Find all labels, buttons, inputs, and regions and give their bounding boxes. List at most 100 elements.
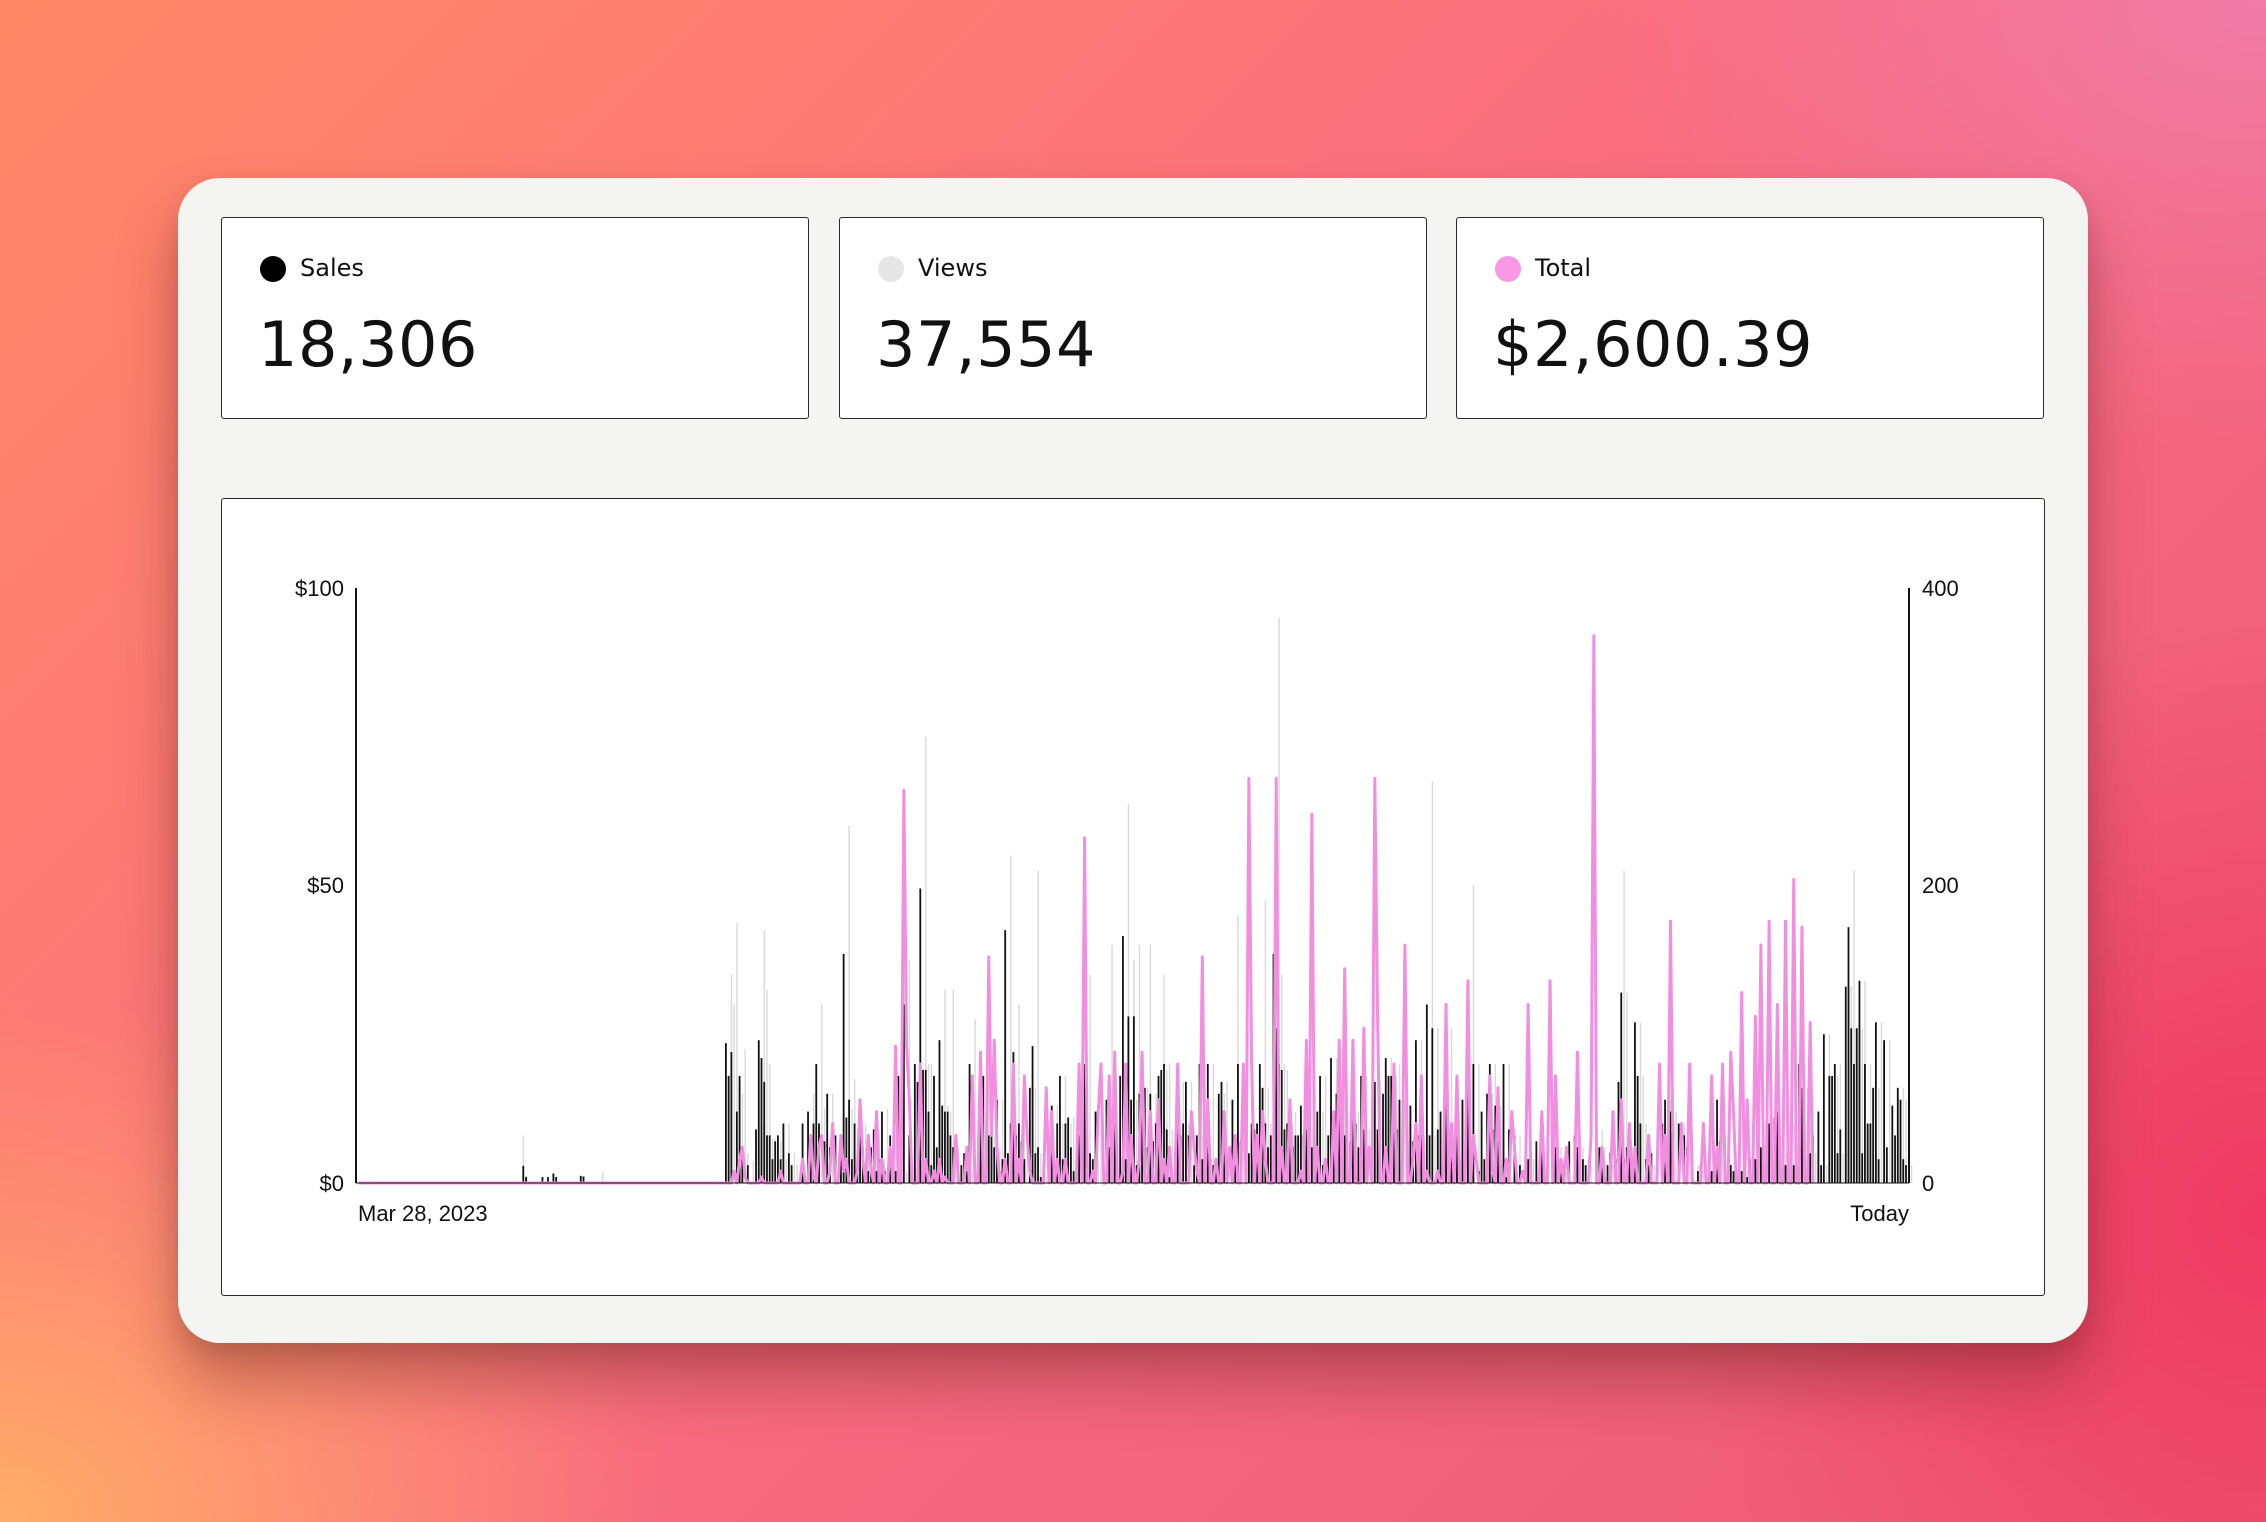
views-bar [1878,1087,1880,1183]
sales-bar [859,1123,861,1183]
views-bar [1040,1153,1042,1183]
sales-bar [1894,1135,1896,1183]
sales-bar [1628,1135,1631,1183]
sales-bar [946,1111,949,1183]
views-bar [1001,1099,1004,1183]
views-bar [1136,1099,1138,1183]
sales-bar [1883,1040,1885,1183]
views-bar [1639,1022,1642,1183]
sales-bar [1269,1135,1272,1183]
sales-bar [555,1177,558,1183]
sales-bar [965,1171,968,1183]
sales-bar [1294,1135,1297,1183]
views-bar [821,1004,823,1183]
views-bar [1902,1087,1905,1183]
views-bar [1910,1165,1913,1183]
sales-bar [1078,1135,1081,1183]
sales-value: 18,306 [258,308,478,381]
views-bar [1626,992,1628,1183]
views-bar [796,1165,798,1183]
sales-bar [1267,1147,1269,1183]
views-bar [1431,781,1434,1184]
sales-bar [1193,1165,1196,1183]
sales-bar [990,1111,993,1183]
sales-bar [1028,1087,1031,1183]
sales-bar [1836,1153,1839,1183]
sales-bar [1428,1135,1431,1183]
sales-bar [1784,1165,1787,1183]
sales-bar [1037,1147,1039,1183]
sales-bar [1160,1069,1163,1183]
sales-bar [1127,1016,1130,1183]
sales-bar [1853,1064,1855,1183]
sales-bar [941,1105,944,1183]
sales-bar [1740,1171,1743,1183]
sales-bar [547,1177,549,1183]
sales-bar [938,1040,941,1183]
sales-stat-card[interactable]: Sales 18,306 [221,217,809,419]
activity-chart[interactable]: $100 $50 $0 400 200 0 Mar 28, 2023 Today [222,499,2046,1297]
sales-legend-dot [260,256,286,282]
sales-bar [1505,1177,1508,1183]
total-stat-card[interactable]: Total $2,600.39 [1456,217,2044,419]
sales-bar [1231,1099,1234,1183]
views-bar [1612,1165,1614,1183]
sales-bar [1023,1159,1026,1183]
sales-bar [812,1123,815,1183]
views-bar [1508,1064,1510,1183]
views-bar [952,989,954,1184]
sales-bar [541,1177,544,1183]
sales-bar [766,1135,768,1183]
sales-bar [1535,1141,1538,1183]
views-bar [988,1075,990,1183]
sales-bar [1280,1069,1283,1183]
sales-bar [1461,1099,1464,1183]
views-stat-card[interactable]: Views 37,554 [839,217,1427,419]
sales-bar [1067,1117,1070,1183]
sales-bar [1669,1111,1672,1183]
views-bar [1212,1064,1215,1183]
views-bar [1010,855,1012,1183]
views-bar [864,1123,867,1183]
views-bar [974,1019,976,1184]
sales-bar [1387,1075,1390,1183]
sales-bar [1820,1165,1823,1183]
sales-bar [1275,1028,1278,1183]
sales-bar [755,1129,757,1183]
views-bar [1037,870,1039,1184]
sales-bar [1792,1165,1795,1183]
sales-label: Sales [300,254,364,282]
views-bar [1168,1064,1171,1183]
sales-bar [1362,1129,1365,1183]
sales-bar [1801,1087,1803,1183]
views-bar [1815,1153,1817,1183]
sales-bar [1697,1171,1699,1183]
views-bar [1283,1064,1286,1183]
sales-bar [1874,1022,1877,1183]
sales-bar [1069,1147,1072,1183]
views-bar [1226,1081,1228,1183]
sales-bar [1584,1165,1587,1183]
sales-bar [1729,1165,1732,1183]
views-bar [1861,1028,1863,1183]
views-label: Views [918,254,988,282]
sales-bar [757,1040,760,1183]
views-bar [1097,1159,1100,1183]
sales-bar [1083,1064,1086,1183]
sales-bar [881,1111,883,1183]
sales-bar [1039,1177,1042,1183]
sales-bar [1089,1153,1091,1183]
sales-bar [1436,1129,1439,1183]
sales-bar [763,1081,766,1183]
sales-bar [771,1159,774,1183]
sales-bar [949,1135,952,1183]
views-bar [1166,1069,1168,1183]
sales-bar [1352,1111,1354,1183]
views-bar [1839,1064,1842,1183]
views-bar [1880,1022,1883,1183]
sales-bar [1376,1129,1379,1183]
views-bar [1089,974,1091,1183]
sales-bar [1237,1064,1239,1183]
views-bar [793,1153,796,1183]
sales-bar [1861,1153,1864,1183]
